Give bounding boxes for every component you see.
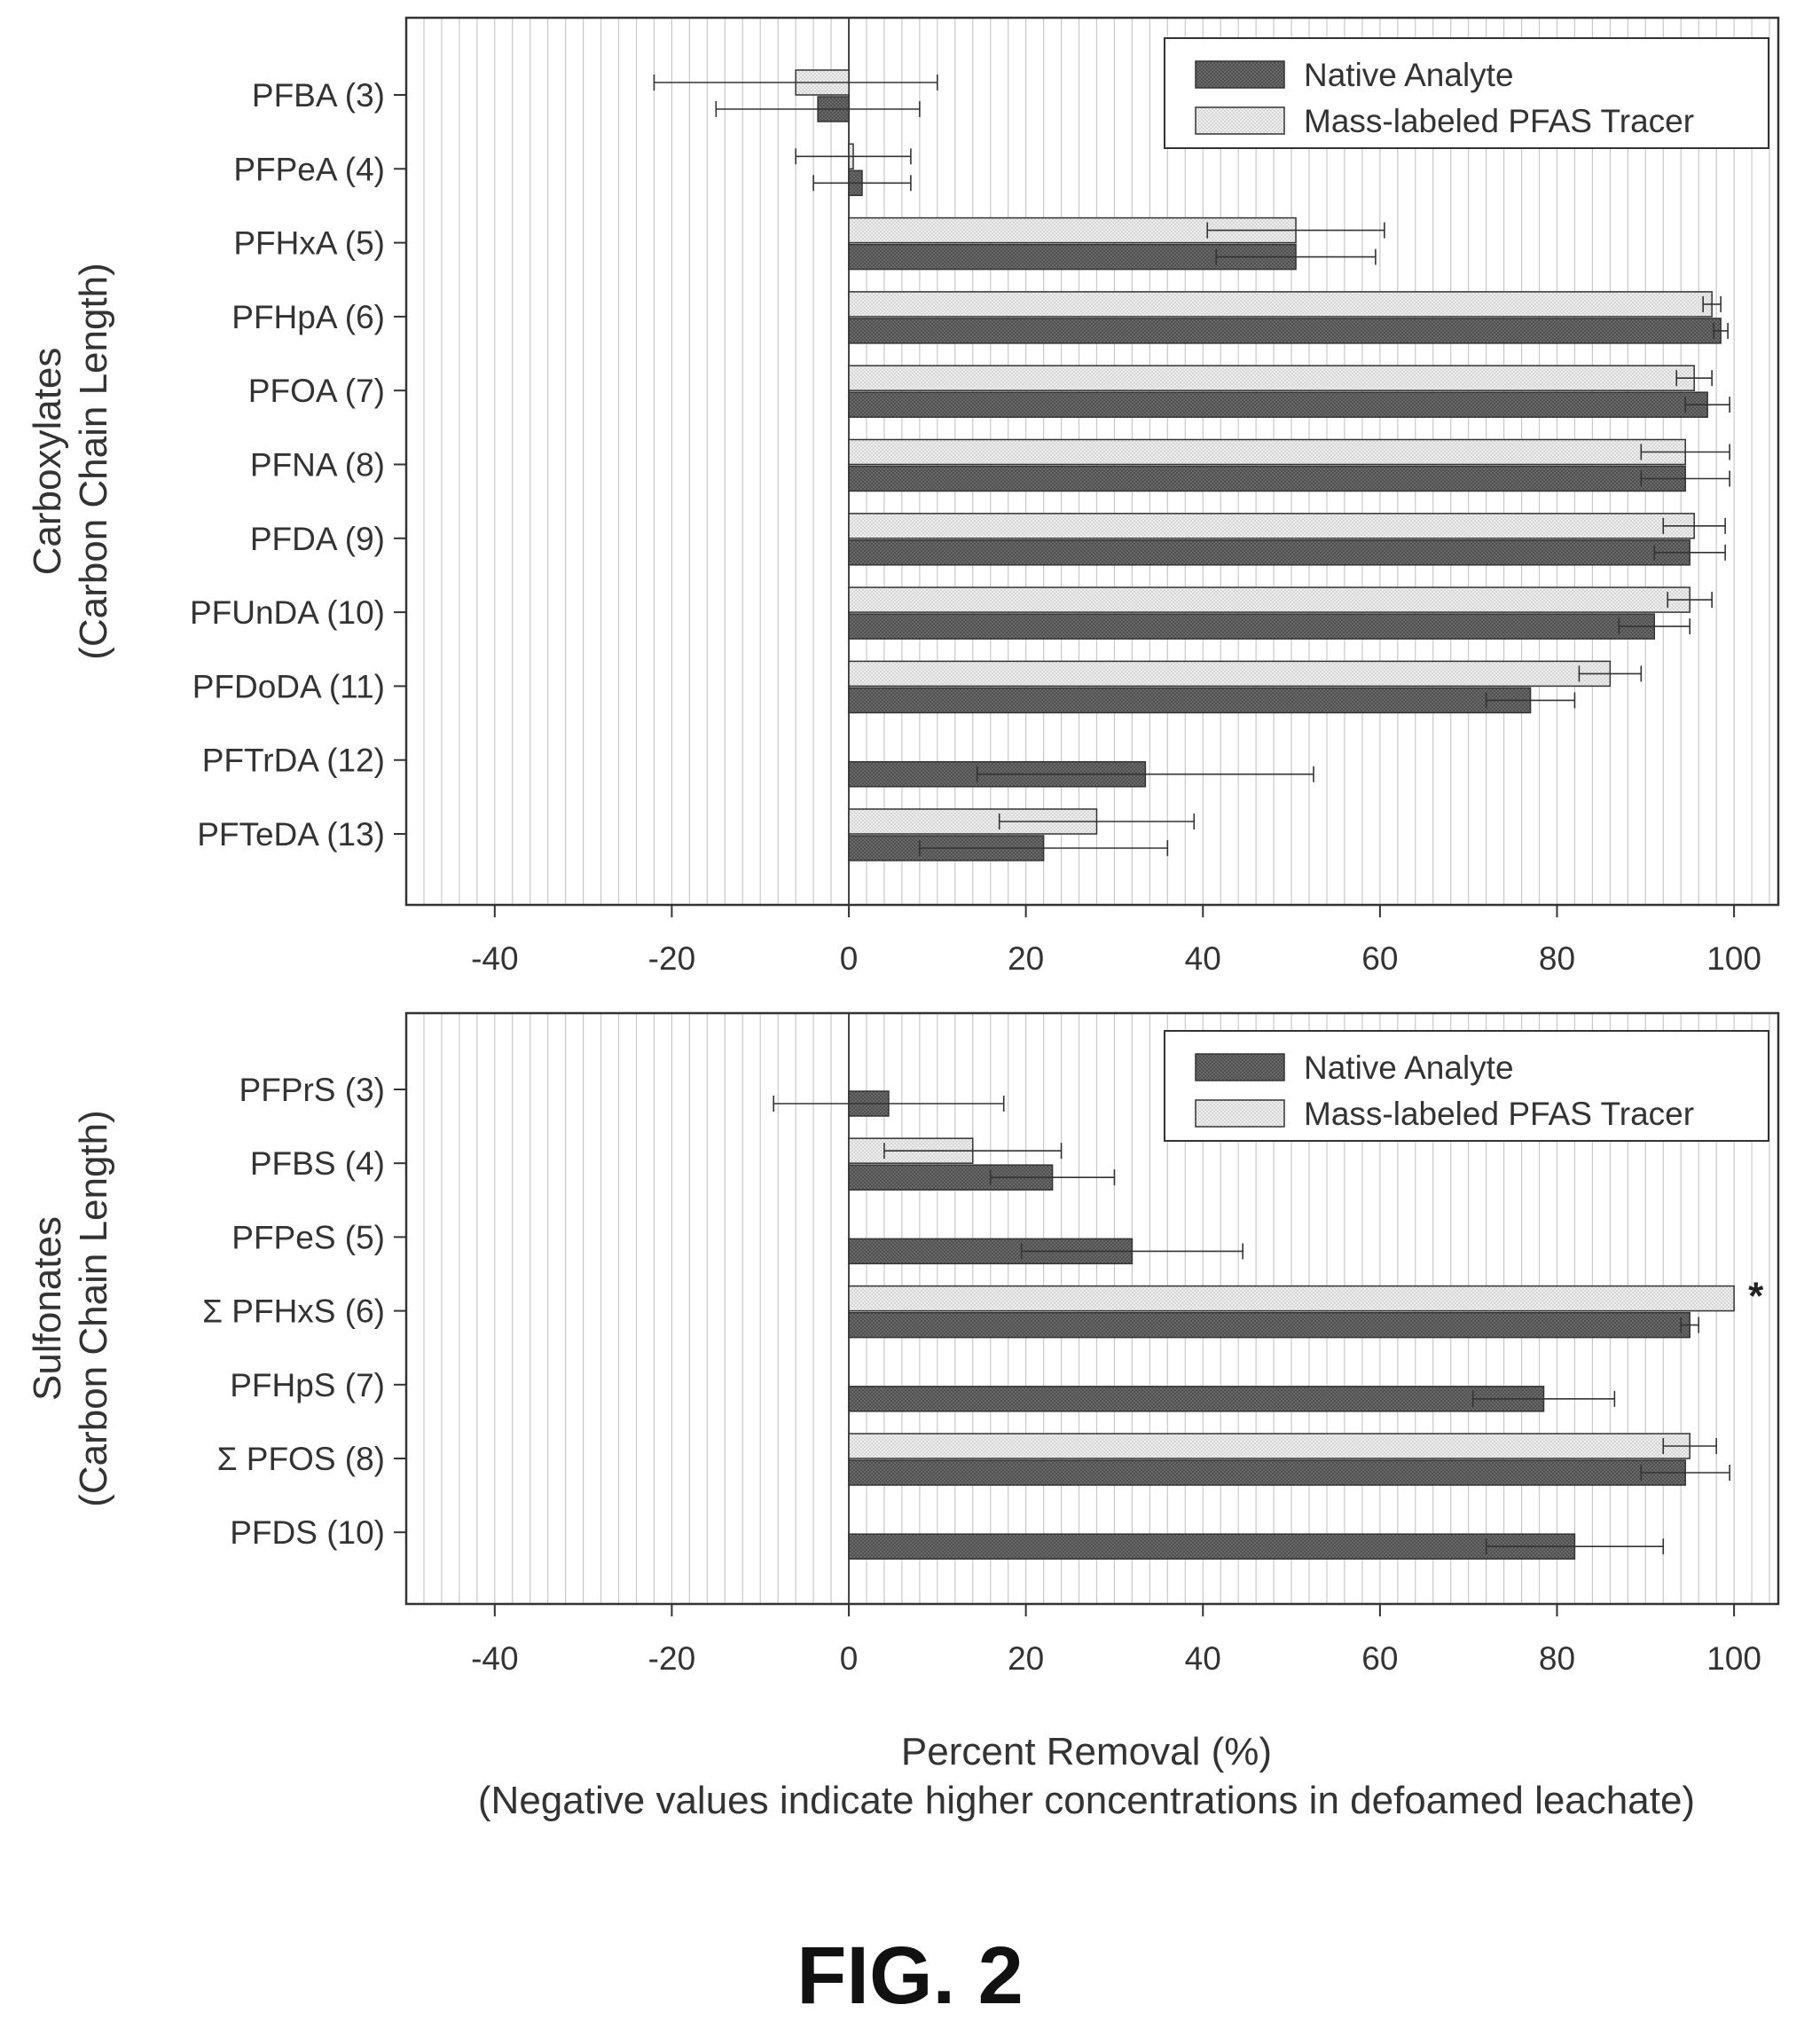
plot-frame — [404, 16, 1780, 907]
figure-caption: FIG. 2 — [796, 1930, 1024, 2021]
x-tick-label: 20 — [1008, 1640, 1044, 1677]
y-tick-label: PFDA (9) — [250, 521, 385, 557]
y-tick-label: PFTrDA (12) — [202, 743, 385, 779]
y-tick-label: Σ PFOS (8) — [217, 1441, 385, 1477]
y-tick-label: PFUnDA (10) — [190, 594, 385, 631]
y-tick-label: PFOA (7) — [248, 373, 385, 409]
categories: PFBA (3) PFPeA (4) PFHxA (5) PFHpA (6) PFOA … — [190, 77, 406, 853]
tracer-bar — [848, 438, 1686, 466]
significance-marker: * — [1748, 1275, 1764, 1318]
x-axis: -40 -20 0 20 40 60 80 100 — [471, 1604, 1761, 1677]
native-bar — [848, 1386, 1545, 1412]
x-tick-label: 80 — [1539, 940, 1575, 977]
native-bar — [848, 687, 1532, 714]
y-tick-label: PFBA (3) — [252, 77, 385, 114]
tracer-bar — [848, 1433, 1691, 1459]
bars — [773, 1090, 1735, 1560]
tracer-bar — [848, 513, 1695, 539]
tracer-bar — [848, 586, 1691, 613]
tracer-bar — [848, 365, 1695, 391]
native-bar — [848, 465, 1686, 492]
legend-label-native: Native Analyte — [1304, 1050, 1514, 1086]
x-tick-label: 40 — [1185, 1640, 1221, 1677]
native-bar — [848, 613, 1656, 640]
native-bar — [848, 1311, 1691, 1339]
y-tick-label: PFDoDA (11) — [192, 668, 385, 704]
y-tick-label: PFBS (4) — [250, 1145, 385, 1182]
x-axis: -40 -20 0 20 40 60 80 100 — [471, 905, 1761, 977]
y-tick-label: PFHpS (7) — [230, 1367, 385, 1403]
y-tick-label: PFPrS (3) — [239, 1072, 385, 1108]
y-axis-title-sub: (Carbon Chain Length) — [72, 1110, 115, 1507]
x-tick-label: 60 — [1361, 1640, 1398, 1677]
chart-panel-2: -40 -20 0 20 40 60 80 100 PFPrS (3) PFBS (4) PFPeS… — [26, 1011, 1780, 1677]
legend-swatch-tracer — [1195, 1099, 1285, 1128]
x-tick-label: 0 — [840, 940, 859, 977]
legend: Native Analyte Mass-labeled PFAS Tracer — [1164, 1030, 1769, 1142]
native-bar — [848, 1459, 1686, 1486]
native-bar — [848, 1533, 1576, 1560]
y-tick-label: PFTeDA (13) — [197, 816, 385, 853]
x-tick-label: -20 — [648, 1640, 695, 1677]
y-tick-label: Σ PFHxS (6) — [202, 1293, 385, 1330]
legend-swatch-tracer — [1195, 106, 1285, 135]
legend: Native Analyte Mass-labeled PFAS Tracer — [1164, 37, 1769, 149]
legend-label-native: Native Analyte — [1304, 57, 1514, 93]
x-tick-label: -40 — [471, 940, 518, 977]
x-tick-label: -20 — [648, 940, 695, 977]
y-axis-title-sub: (Carbon Chain Length) — [72, 263, 115, 660]
x-tick-label: 20 — [1008, 940, 1044, 977]
y-tick-label: PFHpA (6) — [231, 299, 385, 335]
x-axis-title: Percent Removal (%) — [901, 1730, 1272, 1773]
plot-frame — [404, 1011, 1780, 1606]
legend-swatch-native — [1195, 60, 1285, 89]
charts-layer: -40 -20 0 20 40 60 80 100 PFBA (3) PFPeA (4) PFHxA… — [26, 16, 1780, 1677]
y-tick-label: PFNA (8) — [250, 447, 385, 483]
legend-label-tracer: Mass-labeled PFAS Tracer — [1304, 103, 1694, 139]
y-axis-title: Carboxylates(Carbon Chain Length) — [26, 263, 115, 660]
x-tick-label: 80 — [1539, 1640, 1575, 1677]
tracer-bar — [848, 660, 1612, 688]
x-tick-label: 100 — [1706, 940, 1761, 977]
native-bar — [848, 318, 1722, 344]
tracer-bar — [848, 291, 1713, 318]
bars — [653, 69, 1730, 861]
y-tick-label: PFHxA (5) — [233, 225, 385, 262]
y-axis-title-main: Carboxylates — [26, 348, 69, 576]
native-bar — [848, 539, 1691, 566]
native-bar — [848, 391, 1708, 418]
categories: PFPrS (3) PFBS (4) PFPeS (5) Σ PFHxS (6) PFH… — [202, 1072, 406, 1551]
chart-panel-1: -40 -20 0 20 40 60 80 100 PFBA (3) PFPeA (4) PFHxA… — [26, 16, 1780, 977]
x-tick-label: 40 — [1185, 940, 1221, 977]
x-tick-label: -40 — [471, 1640, 518, 1677]
y-tick-label: PFPeS (5) — [231, 1219, 385, 1255]
x-tick-label: 60 — [1361, 940, 1398, 977]
y-tick-label: PFDS (10) — [230, 1514, 385, 1551]
y-axis-title-main: Sulfonates — [26, 1216, 69, 1401]
y-tick-label: PFPeA (4) — [233, 151, 385, 187]
legend-swatch-native — [1195, 1053, 1285, 1081]
x-axis-note: (Negative values indicate higher concent… — [478, 1779, 1695, 1822]
legend-label-tracer: Mass-labeled PFAS Tracer — [1304, 1096, 1694, 1132]
x-tick-label: 100 — [1706, 1640, 1761, 1677]
x-tick-label: 0 — [840, 1640, 859, 1677]
y-axis-title: Sulfonates(Carbon Chain Length) — [26, 1110, 115, 1507]
tracer-bar — [848, 1285, 1735, 1312]
